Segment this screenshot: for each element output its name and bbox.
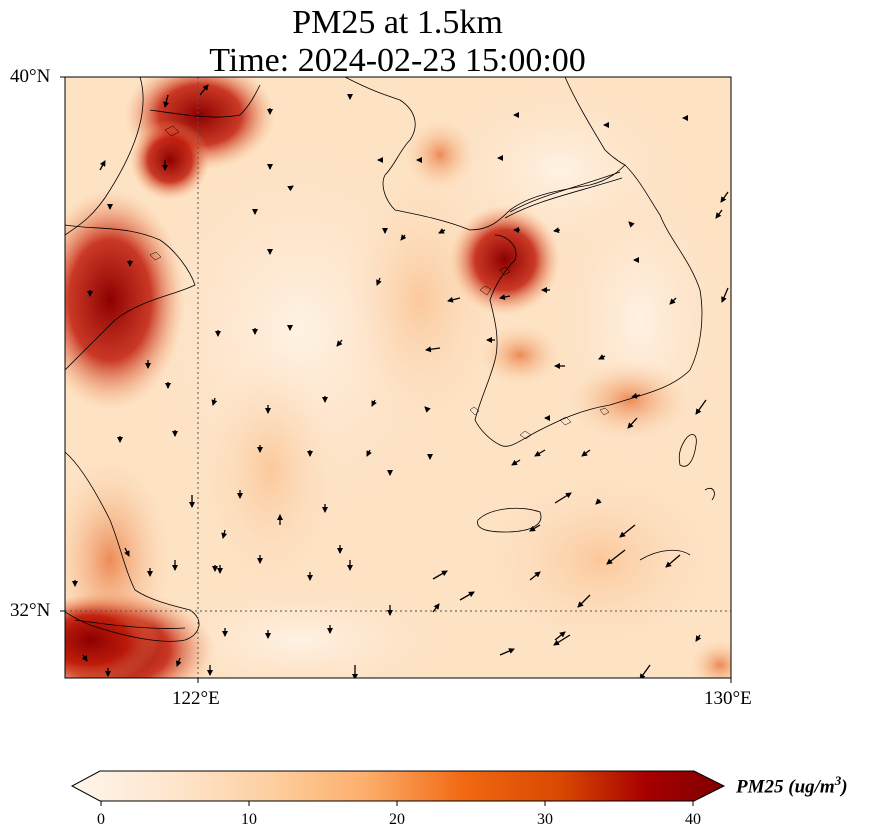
colorbar-tick-0: 0 xyxy=(97,811,105,828)
lat-label-32n: 32°N xyxy=(10,600,51,621)
wind-arrow xyxy=(99,160,106,171)
wind-arrow xyxy=(424,406,431,413)
lon-label-122e: 122°E xyxy=(172,688,220,709)
wind-arrow xyxy=(595,498,602,505)
wind-arrow xyxy=(695,399,707,415)
wind-arrow xyxy=(376,277,382,286)
wind-arrow xyxy=(124,547,130,557)
lon-label-130e: 130°E xyxy=(704,688,752,709)
wind-arrow xyxy=(534,449,546,457)
coastlines xyxy=(65,77,715,642)
wind-arrow xyxy=(425,346,441,353)
wind-arrow xyxy=(511,459,521,466)
wind-arrow xyxy=(598,354,606,360)
wind-arrow xyxy=(721,287,729,303)
wind-arrow xyxy=(554,492,572,504)
wind-arrow xyxy=(695,634,702,642)
wind-arrow xyxy=(627,417,638,429)
wind-arrow xyxy=(163,94,170,108)
wind-arrow xyxy=(553,227,561,234)
wind-arrow xyxy=(432,603,440,613)
wind-arrow xyxy=(720,191,729,203)
wind-arrow xyxy=(715,209,723,219)
wind-arrow xyxy=(628,221,635,228)
wind-arrow xyxy=(175,657,182,667)
wind-arrow xyxy=(669,297,677,305)
wind-arrow xyxy=(665,554,681,568)
colorbar-tick-10: 10 xyxy=(241,811,257,828)
wind-arrow xyxy=(81,654,88,662)
wind-arrow xyxy=(553,634,571,646)
map-title-line2: Time: 2024-02-23 15:00:00 xyxy=(209,42,586,79)
graticule xyxy=(65,77,731,678)
wind-arrow xyxy=(336,339,343,347)
colorbar-tick-30: 30 xyxy=(537,811,553,828)
wind-arrow xyxy=(400,234,407,241)
wind-arrow xyxy=(459,591,475,601)
wind-arrow xyxy=(581,449,591,457)
colorbar xyxy=(70,770,726,806)
wind-arrow xyxy=(199,84,209,96)
colorbar-tick-40: 40 xyxy=(685,811,701,828)
wind-arrow xyxy=(499,648,515,656)
wind-arrow xyxy=(438,228,446,234)
wind-arrow xyxy=(529,524,541,532)
wind-arrow xyxy=(221,529,228,539)
colorbar-tick-20: 20 xyxy=(389,811,405,828)
colorbar-label: PM25 (ug/m3) xyxy=(736,773,848,798)
wind-arrow xyxy=(447,296,461,303)
wind-arrow xyxy=(211,397,218,406)
map-frame xyxy=(64,76,732,679)
wind-arrow xyxy=(499,294,511,300)
wind-arrow xyxy=(366,449,372,457)
lat-label-40n: 40°N xyxy=(10,66,51,87)
wind-vectors xyxy=(72,84,729,678)
wind-arrow xyxy=(639,664,651,678)
pm25-field xyxy=(65,77,731,678)
wind-arrow xyxy=(606,549,626,565)
wind-arrow xyxy=(619,524,636,538)
wind-arrow xyxy=(631,392,641,399)
map-title-line1: PM25 at 1.5km xyxy=(292,4,503,41)
wind-arrow xyxy=(529,571,541,581)
wind-arrow xyxy=(432,570,448,580)
wind-arrow xyxy=(554,631,566,641)
wind-arrow xyxy=(371,399,377,407)
wind-arrow xyxy=(577,594,591,608)
wind-arrow xyxy=(287,185,294,192)
